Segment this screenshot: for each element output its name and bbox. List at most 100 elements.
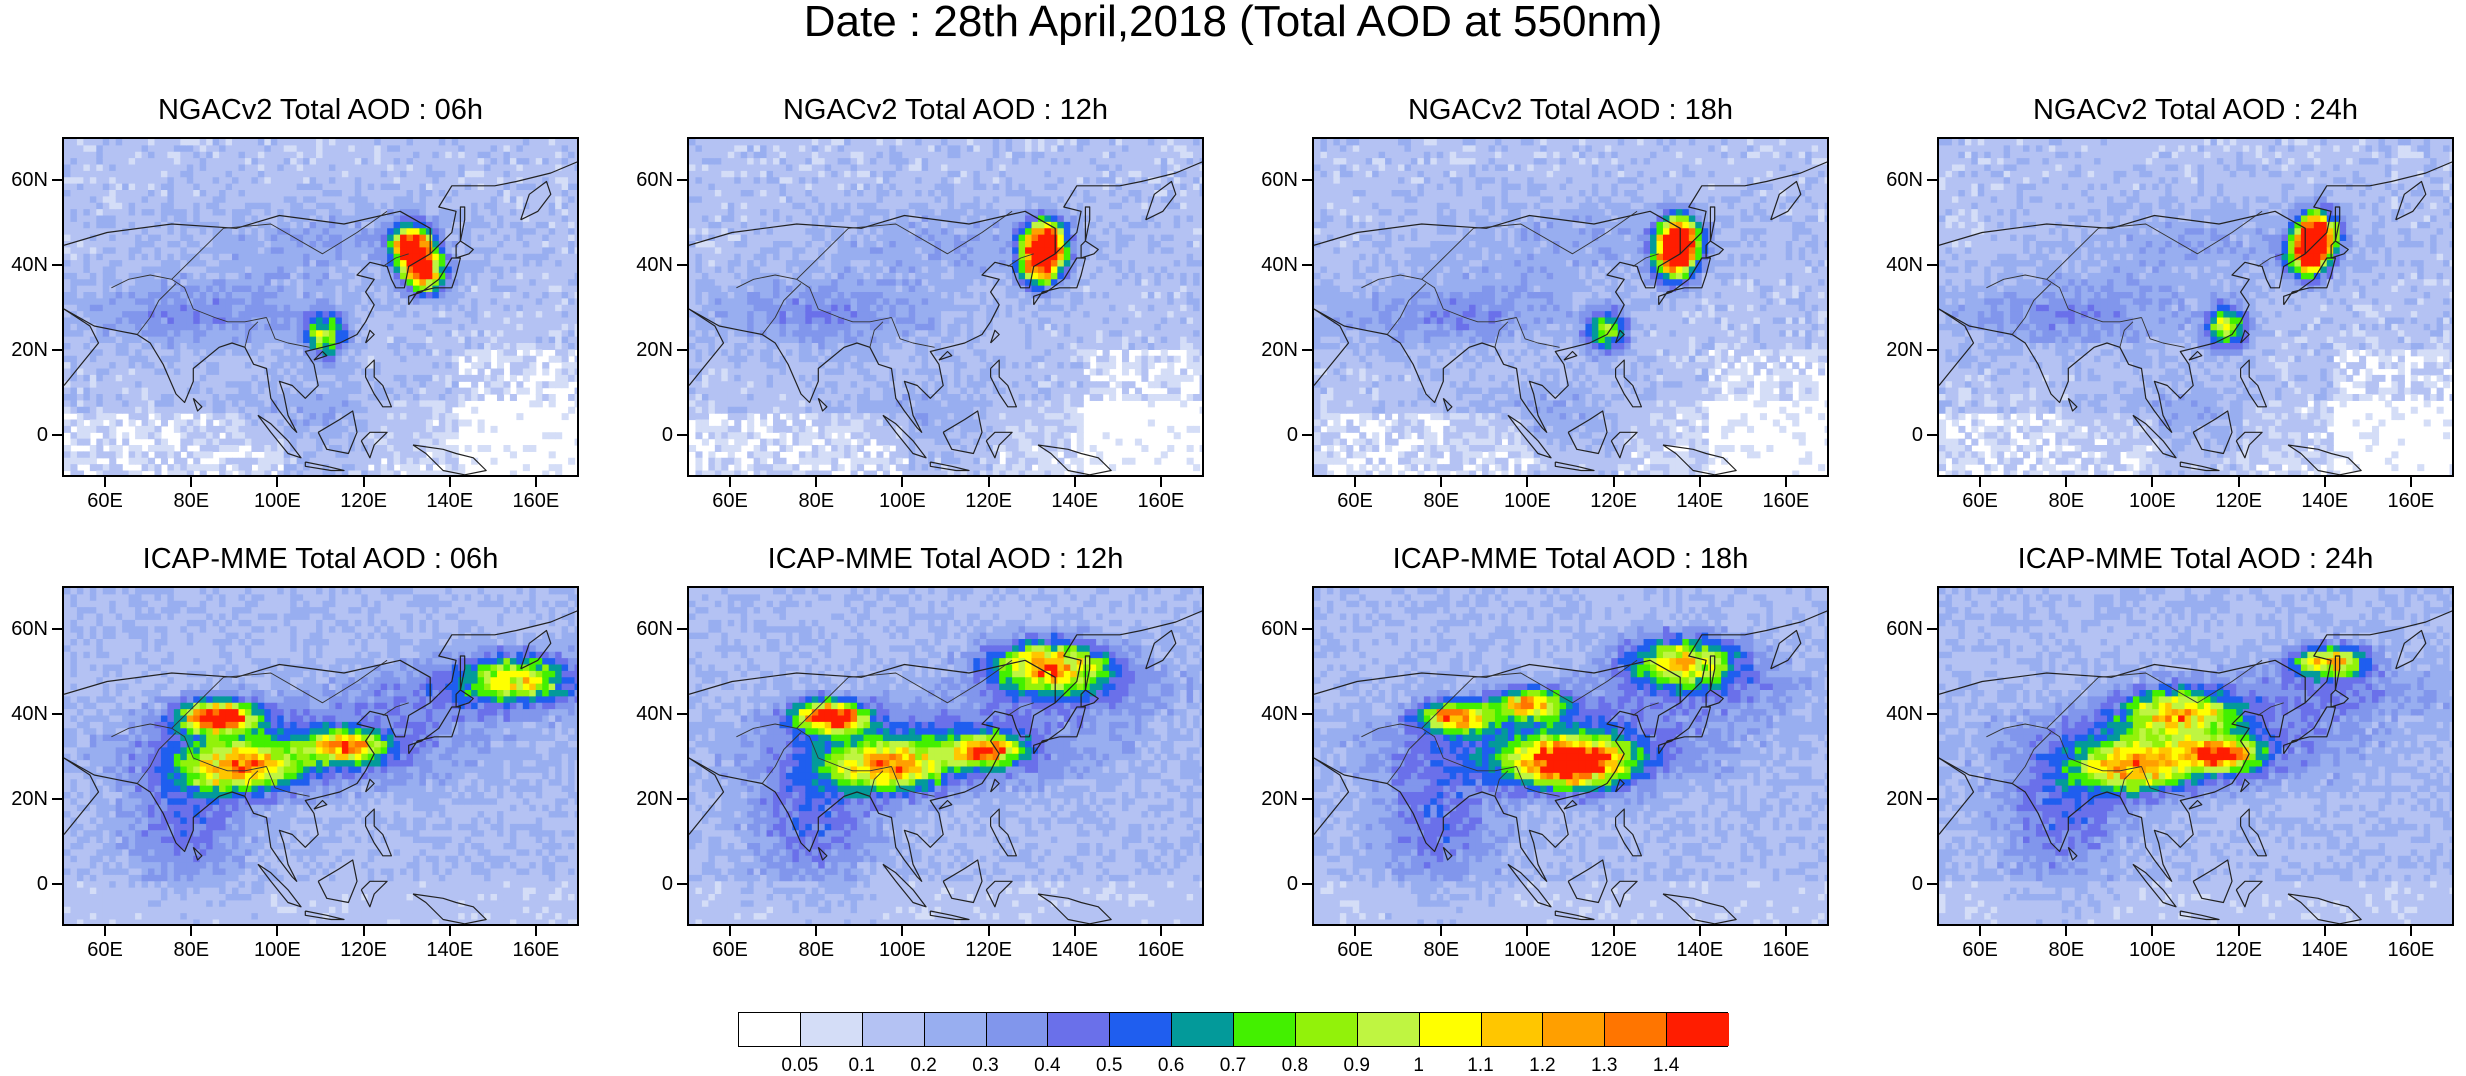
y-tick-mark bbox=[52, 349, 62, 351]
x-tick-label: 160E bbox=[506, 940, 566, 960]
y-tick-label: 20N bbox=[1254, 789, 1298, 809]
y-tick-label: 60N bbox=[1254, 619, 1298, 639]
y-tick-mark bbox=[1302, 883, 1312, 885]
y-tick-label: 60N bbox=[4, 170, 48, 190]
x-tick-label: 60E bbox=[700, 940, 760, 960]
y-tick-label: 40N bbox=[629, 704, 673, 724]
y-tick-mark bbox=[1302, 628, 1312, 630]
y-tick-mark bbox=[1302, 349, 1312, 351]
map-panel bbox=[687, 586, 1204, 926]
x-tick-label: 80E bbox=[786, 940, 846, 960]
x-tick-label: 100E bbox=[2122, 940, 2182, 960]
panel-title: NGACv2 Total AOD : 18h bbox=[1272, 95, 1869, 125]
panel-title: NGACv2 Total AOD : 06h bbox=[22, 95, 619, 125]
y-tick-mark bbox=[1927, 798, 1937, 800]
x-tick-mark bbox=[276, 926, 278, 936]
y-tick-mark bbox=[52, 264, 62, 266]
x-tick-mark bbox=[1979, 926, 1981, 936]
y-tick-label: 40N bbox=[1879, 704, 1923, 724]
colorbar-label: 1.4 bbox=[1636, 1056, 1696, 1076]
colorbar-swatch bbox=[1048, 1013, 1110, 1046]
colorbar-swatch bbox=[1543, 1013, 1605, 1046]
y-tick-label: 40N bbox=[4, 255, 48, 275]
x-tick-label: 120E bbox=[334, 491, 394, 511]
x-tick-mark bbox=[449, 926, 451, 936]
panel-title: NGACv2 Total AOD : 12h bbox=[647, 95, 1244, 125]
y-tick-label: 0 bbox=[629, 425, 673, 445]
x-tick-mark bbox=[1354, 477, 1356, 487]
aod-field bbox=[1939, 139, 2454, 477]
y-tick-label: 60N bbox=[629, 619, 673, 639]
y-tick-mark bbox=[677, 179, 687, 181]
x-tick-mark bbox=[729, 926, 731, 936]
x-tick-label: 160E bbox=[1131, 491, 1191, 511]
colorbar-label: 0.6 bbox=[1141, 1056, 1201, 1076]
x-tick-label: 100E bbox=[247, 491, 307, 511]
x-tick-label: 80E bbox=[1411, 491, 1471, 511]
x-tick-label: 120E bbox=[334, 940, 394, 960]
colorbar-label: 1.3 bbox=[1574, 1056, 1634, 1076]
x-tick-mark bbox=[1526, 926, 1528, 936]
colorbar-swatch bbox=[1234, 1013, 1296, 1046]
y-tick-label: 20N bbox=[4, 340, 48, 360]
x-tick-mark bbox=[104, 477, 106, 487]
y-tick-label: 0 bbox=[4, 425, 48, 445]
colorbar-label: 0.05 bbox=[770, 1056, 830, 1076]
colorbar-swatch bbox=[801, 1013, 863, 1046]
x-tick-mark bbox=[449, 477, 451, 487]
colorbar-swatch bbox=[1605, 1013, 1667, 1046]
map-panel bbox=[62, 137, 579, 477]
y-tick-label: 60N bbox=[1254, 170, 1298, 190]
colorbar-label: 1 bbox=[1389, 1056, 1449, 1076]
x-tick-mark bbox=[535, 926, 537, 936]
x-tick-label: 120E bbox=[2209, 491, 2269, 511]
x-tick-mark bbox=[1613, 926, 1615, 936]
y-tick-mark bbox=[1927, 179, 1937, 181]
y-tick-label: 20N bbox=[1879, 789, 1923, 809]
y-tick-label: 40N bbox=[1879, 255, 1923, 275]
x-tick-mark bbox=[1699, 477, 1701, 487]
x-tick-label: 80E bbox=[2036, 491, 2096, 511]
x-tick-label: 140E bbox=[1045, 491, 1105, 511]
y-tick-label: 20N bbox=[1254, 340, 1298, 360]
colorbar-label: 0.2 bbox=[894, 1056, 954, 1076]
x-tick-mark bbox=[2151, 926, 2153, 936]
y-tick-label: 0 bbox=[1879, 425, 1923, 445]
x-tick-mark bbox=[1979, 477, 1981, 487]
colorbar-swatch bbox=[1110, 1013, 1172, 1046]
x-tick-label: 140E bbox=[1670, 940, 1730, 960]
x-tick-label: 100E bbox=[2122, 491, 2182, 511]
x-tick-mark bbox=[2238, 477, 2240, 487]
x-tick-label: 120E bbox=[1584, 491, 1644, 511]
x-tick-label: 80E bbox=[161, 491, 221, 511]
aod-field bbox=[64, 139, 579, 477]
y-tick-label: 40N bbox=[4, 704, 48, 724]
y-tick-mark bbox=[677, 883, 687, 885]
y-tick-label: 40N bbox=[629, 255, 673, 275]
x-tick-label: 160E bbox=[506, 491, 566, 511]
x-tick-label: 100E bbox=[1497, 491, 1557, 511]
x-tick-label: 120E bbox=[1584, 940, 1644, 960]
x-tick-label: 100E bbox=[872, 940, 932, 960]
colorbar-swatch bbox=[987, 1013, 1049, 1046]
x-tick-mark bbox=[190, 477, 192, 487]
x-tick-mark bbox=[363, 477, 365, 487]
y-tick-mark bbox=[52, 434, 62, 436]
y-tick-mark bbox=[677, 264, 687, 266]
x-tick-mark bbox=[1074, 926, 1076, 936]
y-tick-label: 60N bbox=[1879, 619, 1923, 639]
map-panel bbox=[1937, 137, 2454, 477]
x-tick-label: 80E bbox=[161, 940, 221, 960]
y-tick-mark bbox=[52, 179, 62, 181]
y-tick-label: 40N bbox=[1254, 255, 1298, 275]
aod-field bbox=[1314, 139, 1829, 477]
y-tick-mark bbox=[1927, 628, 1937, 630]
colorbar-swatch bbox=[925, 1013, 987, 1046]
x-tick-mark bbox=[2324, 477, 2326, 487]
x-tick-mark bbox=[2324, 926, 2326, 936]
colorbar-label: 0.1 bbox=[832, 1056, 892, 1076]
y-tick-label: 60N bbox=[629, 170, 673, 190]
y-tick-label: 20N bbox=[4, 789, 48, 809]
map-panel bbox=[1312, 137, 1829, 477]
x-tick-label: 120E bbox=[959, 491, 1019, 511]
